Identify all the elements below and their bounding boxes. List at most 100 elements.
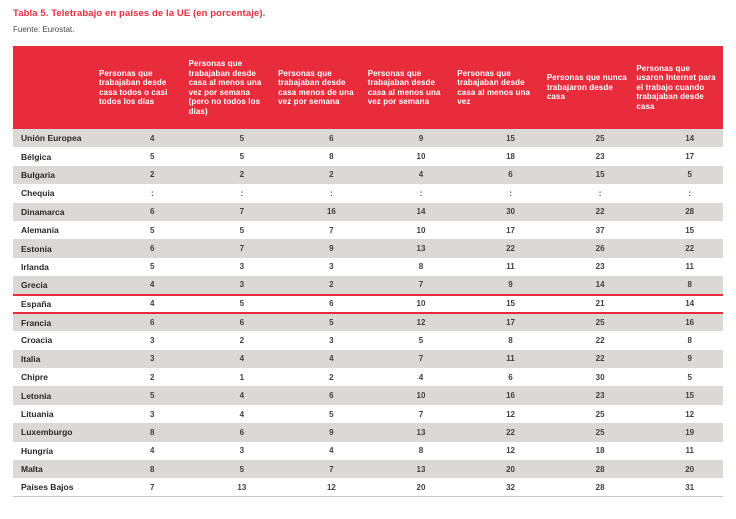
value-cell: 14 [416,207,426,217]
value-cell: 12 [685,409,695,419]
value-cell: 3 [150,354,155,364]
value-cell: 11 [685,446,694,456]
value-cell: 7 [418,409,424,419]
value-cell: 25 [595,427,605,437]
value-cell: 13 [416,427,426,437]
column-header: Personas que usaron Internet para el tra… [633,46,723,129]
column-header: Personas que trabajaban desde casa menos… [275,46,365,129]
value-cell: 13 [416,464,426,474]
value-cell: 5 [150,152,155,162]
value-cell: 22 [595,207,605,217]
value-cell: 2 [329,280,334,290]
value-cell: 23 [595,262,605,272]
table-row: Chequia::::::: [13,184,723,203]
value-cell: 9 [418,133,424,143]
value-cell: 12 [275,478,365,498]
value-cell: 22 [506,244,515,254]
value-cell: 4 [239,409,245,419]
value-cell: 22 [595,335,605,345]
table-row: Hungría 4 3 4 8 12 18 11 [13,441,723,461]
value-cell: 2 [329,372,334,382]
value-cell: 15 [595,170,605,180]
value-cell: 16 [506,391,515,401]
value-cell: 3 [239,262,245,272]
value-cell: 17 [685,152,695,162]
country-cell: Unión Europea [21,133,82,144]
value-cell: 4 [418,372,424,382]
value-cell: 10 [364,293,455,314]
country-cell: Irlanda [21,261,49,272]
value-cell: 8 [329,152,334,162]
value-cell: 19 [685,427,695,437]
value-cell: 11 [685,262,694,272]
value-cell: 2 [150,372,155,382]
value-cell: : [150,188,154,198]
value-cell: 12 [416,318,426,328]
value-cell: 5 [239,464,245,474]
value-cell: 1 [239,372,245,382]
value-cell: 6 [329,133,334,143]
country-cell: España [13,293,96,314]
value-cell: : [688,188,692,198]
country-cell: Croacia [21,335,53,346]
value-cell: 32 [454,478,544,498]
value-cell: 8 [418,262,424,272]
value-cell: 3 [150,409,155,419]
value-cell: 20 [506,464,515,474]
table-row: Chipre 2 1 2 4 6 30 5 [13,368,723,387]
table-row: Malta 8 5 7 13 20 28 20 [13,460,723,479]
value-cell: 3 [239,280,245,290]
country-cell: Francia [21,317,52,328]
value-cell: 25 [595,409,605,419]
value-cell: : [598,188,602,198]
value-cell: 15 [685,391,695,401]
value-cell: 6 [329,391,334,401]
value-cell: 7 [239,207,245,217]
value-cell: 5 [150,262,155,272]
table-row: Lituania 3 4 5 7 12 25 12 [13,404,723,424]
value-cell: 5 [239,133,245,143]
value-cell: 14 [633,293,723,314]
value-cell: 5 [150,391,155,401]
value-cell: 14 [595,280,605,290]
value-cell: 16 [685,318,695,328]
value-cell: 15 [454,293,544,314]
value-cell: 28 [595,464,605,474]
value-cell: 4 [329,354,334,364]
header-row: Personas que trabajaban desde casa todos… [13,46,723,129]
country-cell: Bulgaria [21,169,56,180]
value-cell: 7 [329,464,334,474]
value-cell: 5 [239,225,245,235]
value-cell: 22 [595,354,605,364]
value-cell: 13 [416,244,426,254]
country-cell: Letonia [21,390,52,401]
value-cell: 11 [506,354,515,364]
value-cell: 11 [506,262,515,272]
value-cell: 25 [595,133,605,143]
value-cell: 6 [239,427,245,437]
country-cell: Alemania [21,225,59,236]
value-cell: 22 [506,427,515,437]
table-row: Dinamarca 6 7 16 14 30 22 28 [13,202,723,221]
table-row: España 4 5 6 10 15 21 14 [13,293,723,314]
value-cell: 8 [418,446,424,456]
table-header: Personas que trabajaban desde casa todos… [13,46,723,129]
value-cell: 6 [508,372,513,382]
country-cell: Países Bajos [13,478,96,498]
value-cell: 4 [329,446,334,456]
value-cell: 10 [416,225,426,235]
value-cell: : [509,188,512,198]
value-cell: 2 [239,335,245,345]
value-cell: 2 [150,170,155,180]
value-cell: 9 [687,354,692,364]
value-cell: 8 [687,335,692,345]
value-cell: 26 [595,244,605,254]
table-row: Alemania 5 5 7 10 17 37 15 [13,220,723,240]
value-cell: 10 [416,391,426,401]
value-cell: 7 [418,354,424,364]
value-cell: 8 [150,427,155,437]
value-cell: 30 [506,207,515,217]
value-cell: 6 [150,244,155,254]
column-header: Personas que trabajaban desde casa todos… [96,46,186,129]
